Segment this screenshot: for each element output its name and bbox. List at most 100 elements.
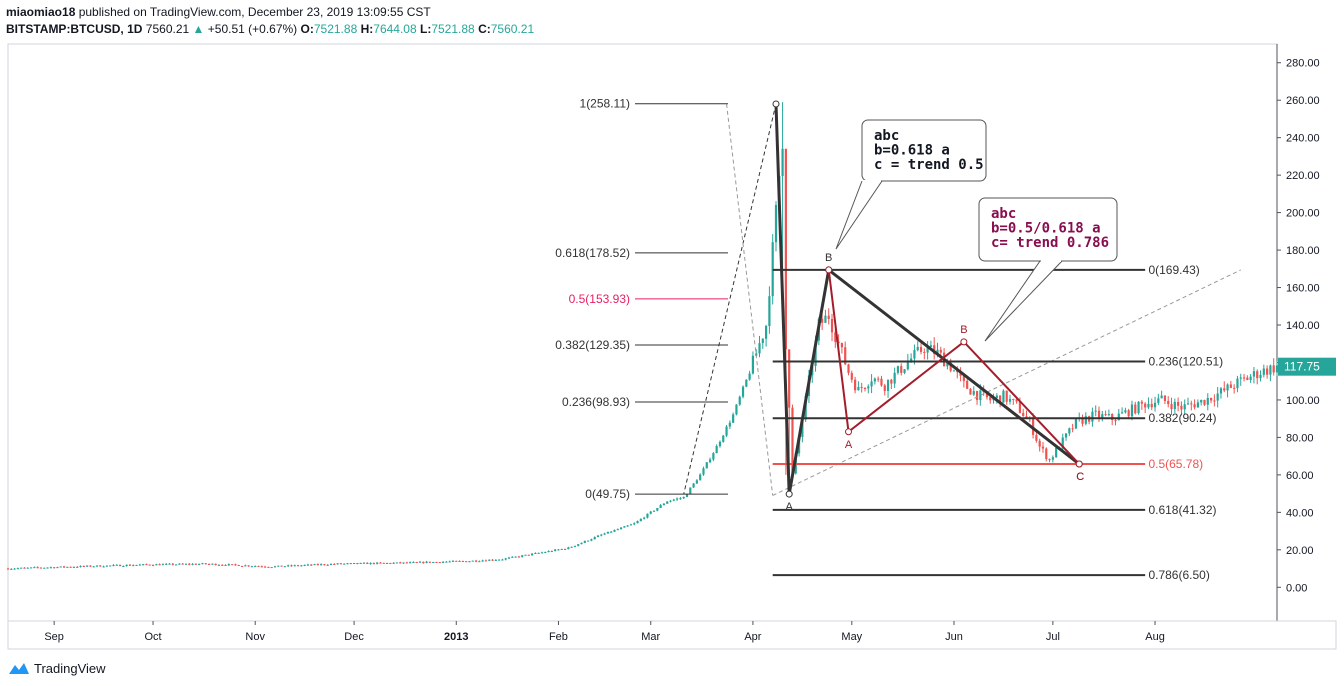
- candle-body: [458, 560, 461, 562]
- candle-body: [1111, 414, 1114, 420]
- candle-body: [1094, 410, 1097, 412]
- candle-body: [145, 564, 148, 566]
- wave-abc-small-label: A: [845, 439, 853, 451]
- candle-body: [735, 404, 738, 415]
- candle-body: [1068, 428, 1071, 434]
- candle-body: [356, 562, 359, 564]
- candle-body: [441, 561, 445, 563]
- tradingview-logo-icon[interactable]: [8, 660, 30, 676]
- candle-body: [13, 568, 16, 570]
- x-tick-label: Oct: [144, 631, 161, 643]
- candle-body: [118, 564, 122, 567]
- fib-right-level-label: 0.236(120.51): [1148, 355, 1223, 369]
- candle-body: [1269, 365, 1272, 375]
- candle-body: [95, 565, 99, 567]
- candle-body: [494, 559, 497, 561]
- candle-body: [1173, 401, 1176, 410]
- candle-body: [979, 390, 982, 401]
- candle-body: [267, 566, 270, 568]
- candle-body: [867, 386, 870, 389]
- candle-body: [273, 566, 277, 568]
- candle-body: [501, 559, 504, 561]
- candle-body: [435, 561, 438, 563]
- candle-body: [1097, 410, 1101, 418]
- candle-body: [626, 525, 629, 527]
- x-tick-label: May: [841, 631, 862, 643]
- candle-body: [1002, 390, 1005, 403]
- candle-body: [257, 566, 260, 568]
- candle-body: [1262, 368, 1265, 375]
- candle-body: [903, 369, 906, 373]
- low-label: L:: [420, 22, 432, 36]
- candle-body: [580, 542, 583, 545]
- candle-body: [1081, 417, 1084, 424]
- candle-body: [260, 566, 263, 568]
- y-tick-label: 260.00: [1286, 95, 1320, 107]
- x-tick-label: 2013: [444, 631, 468, 643]
- close-label: C:: [478, 22, 491, 36]
- candle-body: [191, 563, 194, 565]
- candle-body: [857, 387, 860, 391]
- candle-body: [699, 474, 702, 481]
- candle-body: [1051, 457, 1054, 460]
- y-tick-label: 240.00: [1286, 133, 1320, 145]
- candle-body: [989, 397, 992, 401]
- x-tick-label: Jul: [1046, 631, 1060, 643]
- y-tick-label: 40.00: [1286, 507, 1314, 519]
- candle-body: [306, 564, 310, 566]
- x-tick-label: Sep: [44, 631, 64, 643]
- candle-body: [178, 563, 181, 565]
- candle-body: [577, 544, 580, 546]
- candle-body: [20, 567, 23, 569]
- footer-brand[interactable]: TradingView: [34, 660, 106, 676]
- candle-body: [682, 497, 685, 499]
- candle-body: [547, 551, 550, 553]
- candle-body: [728, 422, 731, 427]
- candle-body: [399, 562, 402, 564]
- candle-body: [468, 561, 471, 563]
- candle-body: [122, 566, 125, 568]
- candle-body: [244, 565, 247, 567]
- candle-body: [587, 540, 590, 542]
- candle-body: [896, 366, 900, 373]
- candle-body: [689, 487, 692, 494]
- candle-body: [527, 554, 530, 556]
- fib-right-level-label: 0(169.43): [1148, 263, 1199, 277]
- candle-body: [66, 566, 69, 568]
- candle-body: [1213, 400, 1216, 402]
- candle-body: [491, 559, 494, 561]
- candle-body: [425, 561, 428, 563]
- candle-body: [138, 564, 141, 566]
- candle-body: [1104, 414, 1107, 416]
- candle-body: [1018, 401, 1022, 413]
- candle-body: [188, 563, 191, 565]
- candle-body: [455, 560, 458, 562]
- candle-body: [966, 380, 969, 389]
- candle-body: [53, 567, 56, 569]
- candle-body: [929, 345, 933, 347]
- candle-body: [910, 358, 913, 362]
- wave-abc-small-label: B: [960, 324, 967, 336]
- candle-body: [270, 567, 273, 569]
- candle-body: [1200, 399, 1203, 403]
- x-tick-label: Apr: [744, 631, 761, 643]
- high-value: 7644.08: [373, 22, 417, 36]
- y-tick-label: 60.00: [1286, 470, 1314, 482]
- candle-body: [732, 414, 735, 423]
- x-tick-label: Mar: [641, 631, 660, 643]
- candle-body: [715, 446, 718, 454]
- candle-body: [438, 562, 441, 564]
- candle-body: [514, 556, 517, 558]
- candle-body: [949, 362, 952, 371]
- candle-body: [821, 318, 824, 323]
- symbol-name[interactable]: BITSTAMP:BTCUSD, 1D: [6, 22, 143, 36]
- candle-body: [613, 529, 616, 532]
- candle-body: [402, 562, 405, 564]
- author-name[interactable]: miaomiao18: [6, 5, 76, 19]
- candle-body: [198, 563, 201, 565]
- note-large-wave-text: c = trend 0.5: [874, 157, 984, 173]
- candle-body: [1041, 446, 1045, 449]
- symbol-line: BITSTAMP:BTCUSD, 1D 7560.21 ▲ +50.51 (+0…: [6, 21, 1336, 38]
